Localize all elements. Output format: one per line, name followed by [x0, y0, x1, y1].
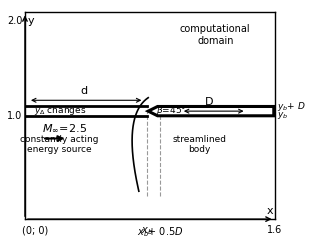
Text: $y_\Delta$ changes: $y_\Delta$ changes	[34, 104, 87, 117]
Text: d: d	[81, 86, 88, 96]
Text: $x_b$: $x_b$	[141, 225, 154, 237]
Text: x: x	[267, 206, 274, 216]
Text: $\beta$=45°: $\beta$=45°	[156, 104, 186, 117]
Text: (0; 0): (0; 0)	[22, 225, 48, 235]
Text: D: D	[205, 97, 213, 107]
Text: $y_b$+ $D$: $y_b$+ $D$	[277, 100, 305, 113]
Text: $\mathit{M}_\infty\!=\!2.5$: $\mathit{M}_\infty\!=\!2.5$	[42, 123, 87, 134]
Text: computational
domain: computational domain	[180, 24, 251, 46]
Polygon shape	[148, 107, 274, 116]
Text: y: y	[27, 15, 34, 26]
Text: 1.6: 1.6	[267, 225, 282, 235]
Text: streamlined
body: streamlined body	[173, 135, 227, 154]
Text: $x_b$+ 0.5$D$: $x_b$+ 0.5$D$	[138, 225, 184, 239]
Text: constantly acting
energy source: constantly acting energy source	[20, 135, 99, 154]
Text: 1.0: 1.0	[7, 111, 22, 121]
Text: $y_b$: $y_b$	[277, 110, 288, 121]
Text: 2.0: 2.0	[7, 15, 22, 26]
